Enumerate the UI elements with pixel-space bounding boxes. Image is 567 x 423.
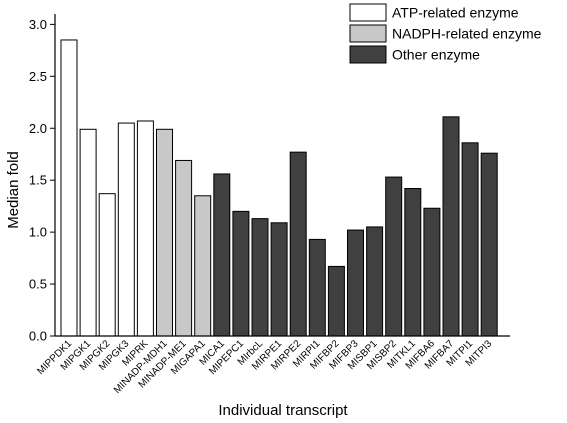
bar-mipgk1 [79, 128, 97, 337]
legend-label: Other enzyme [392, 47, 480, 63]
bar-mifbp3 [347, 229, 364, 337]
y-tick-label: 2.0 [29, 121, 47, 136]
bar-mipgk2 [98, 193, 116, 337]
bar-mitpi1 [461, 142, 479, 337]
legend-label: ATP-related enzyme [392, 5, 519, 21]
bar-mippdk1 [60, 39, 78, 337]
bar-mirpe2 [289, 151, 307, 337]
bar-mipepc1 [232, 210, 250, 337]
legend-swatch [349, 3, 387, 22]
y-tick-label: 2.5 [29, 69, 47, 84]
legend-label: NADPH-related enzyme [392, 26, 542, 42]
bar-mica1 [213, 173, 231, 337]
legend: ATP-related enzyme NADPH-related enzyme Ot… [349, 3, 542, 64]
bars-group [60, 39, 498, 337]
bar-mirbcl [251, 218, 269, 337]
bar-minadp-mdh1 [156, 128, 173, 337]
bar-mifba6 [423, 207, 441, 337]
bar-migapa1 [194, 195, 212, 337]
bar-mirpi1 [308, 238, 326, 337]
bar-misbp1 [366, 226, 384, 337]
y-tick-label: 0.0 [29, 329, 47, 344]
bar-mipgk3 [117, 122, 135, 337]
y-axis-title: Median fold [5, 151, 22, 229]
bar-mitpi3 [480, 152, 498, 337]
y-tick-label: 0.5 [29, 277, 47, 292]
y-ticks-group: 0.0 0.5 1.0 1.5 2.0 2.5 3.0 [29, 17, 55, 344]
legend-swatch [349, 45, 387, 64]
bar-mifbp2 [327, 265, 345, 337]
x-tick-labels-group: MIPPDK1MIPGK1MIPGK2MIPGK3MIPRKMINADP-MDH… [35, 338, 494, 396]
y-tick-label: 1.5 [29, 173, 47, 188]
y-tick-label: 3.0 [29, 17, 47, 32]
x-axis-title: Individual transcript [218, 402, 348, 419]
bar-mifba7 [442, 116, 460, 337]
bar-minadp-me1 [175, 159, 193, 337]
bar-mitkl1 [404, 188, 422, 337]
y-tick-label: 1.0 [29, 225, 47, 240]
bar-misbp2 [385, 176, 403, 337]
legend-swatch [349, 24, 387, 43]
bar-miprk [136, 120, 154, 337]
bar-mirpe1 [270, 222, 288, 337]
